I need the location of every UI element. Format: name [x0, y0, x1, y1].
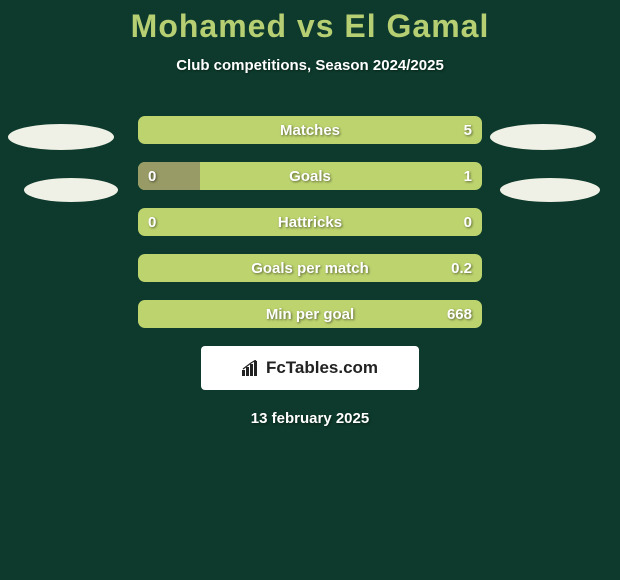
- comparison-row: Goals per match0.2: [138, 254, 482, 282]
- row-value-right: 0: [464, 208, 472, 236]
- row-label: Matches: [138, 116, 482, 144]
- row-label: Goals per match: [138, 254, 482, 282]
- page-title: Mohamed vs El Gamal: [0, 0, 620, 45]
- comparison-row: Min per goal668: [138, 300, 482, 328]
- row-value-right: 5: [464, 116, 472, 144]
- comparison-infographic: Mohamed vs El Gamal Club competitions, S…: [0, 0, 620, 580]
- logo-box: FcTables.com: [201, 346, 419, 390]
- logo-label: FcTables.com: [266, 358, 378, 378]
- comparison-row: Matches5: [138, 116, 482, 144]
- footer-date: 13 february 2025: [0, 410, 620, 427]
- comparison-row: 0Hattricks0: [138, 208, 482, 236]
- row-value-right: 0.2: [451, 254, 472, 282]
- row-label: Min per goal: [138, 300, 482, 328]
- decorative-ellipse: [8, 124, 114, 150]
- row-value-left: 0: [148, 162, 156, 190]
- decorative-ellipse: [24, 178, 118, 202]
- row-value-right: 668: [447, 300, 472, 328]
- decorative-ellipse: [490, 124, 596, 150]
- comparison-row: 0Goals1: [138, 162, 482, 190]
- row-value-right: 1: [464, 162, 472, 190]
- bar-chart-icon: [242, 360, 262, 376]
- row-value-left: 0: [148, 208, 156, 236]
- logo-text: FcTables.com: [242, 358, 378, 378]
- page-subtitle: Club competitions, Season 2024/2025: [0, 57, 620, 74]
- decorative-ellipse: [500, 178, 600, 202]
- row-label: Hattricks: [138, 208, 482, 236]
